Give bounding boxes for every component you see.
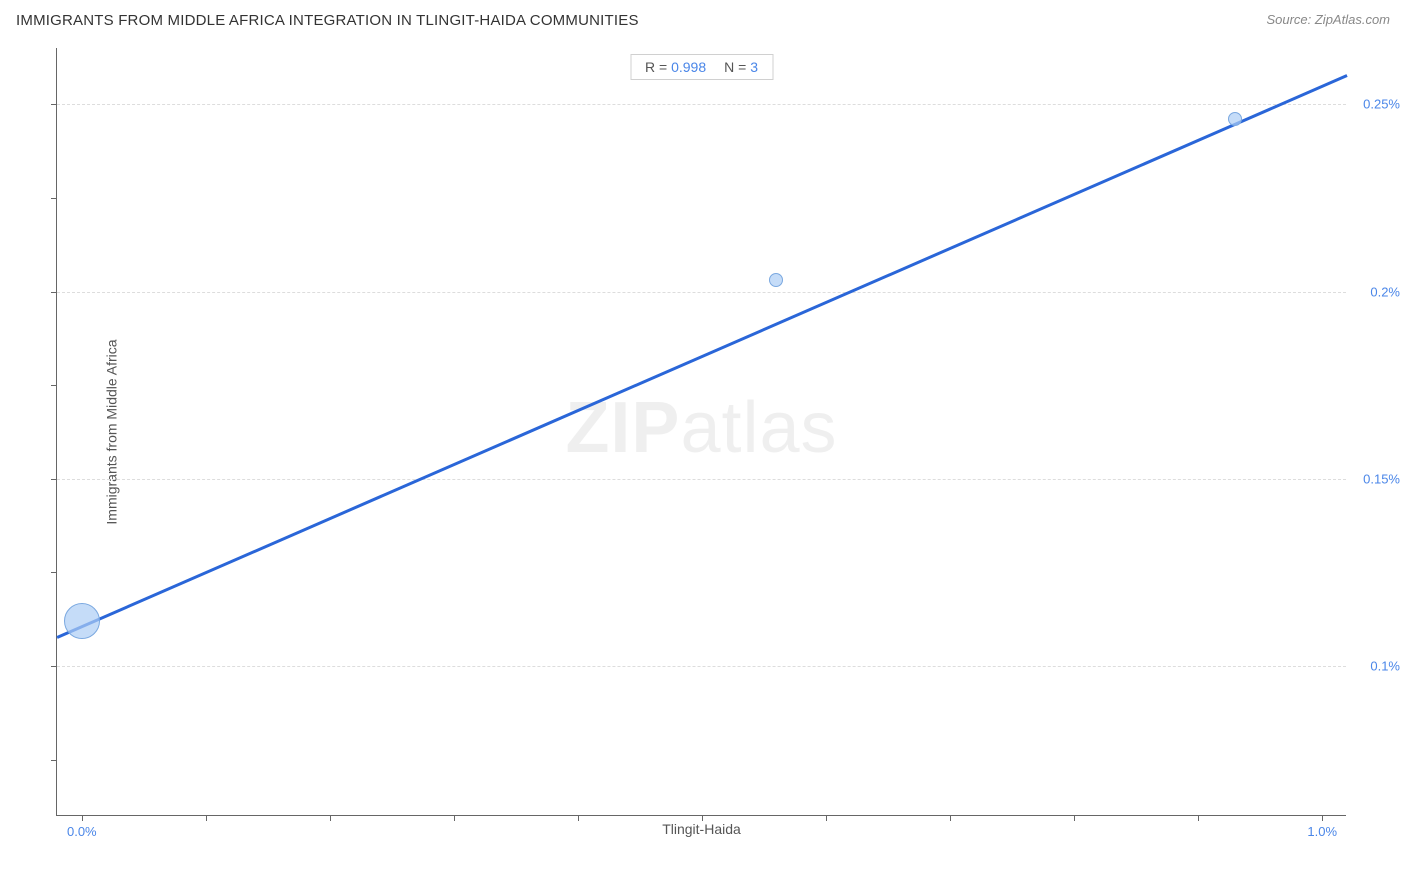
y-axis-label: Immigrants from Middle Africa xyxy=(104,339,120,524)
stat-r-value: 0.998 xyxy=(671,59,706,75)
x-tick-label: 0.0% xyxy=(67,824,97,839)
x-tick xyxy=(454,815,455,821)
x-tick xyxy=(1074,815,1075,821)
y-tick xyxy=(51,479,57,480)
chart-source: Source: ZipAtlas.com xyxy=(1266,12,1390,27)
watermark-bold: ZIP xyxy=(565,387,680,467)
y-tick xyxy=(51,292,57,293)
x-axis-label: Tlingit-Haida xyxy=(662,821,741,837)
x-tick-label: 1.0% xyxy=(1307,824,1337,839)
y-tick xyxy=(51,572,57,573)
chart-title: IMMIGRANTS FROM MIDDLE AFRICA INTEGRATIO… xyxy=(16,12,639,29)
stats-box: R = 0.998 N = 3 xyxy=(630,54,773,80)
y-tick-label: 0.15% xyxy=(1352,471,1400,486)
x-tick xyxy=(330,815,331,821)
y-tick xyxy=(51,104,57,105)
watermark-light: atlas xyxy=(680,387,837,467)
stat-n-label: N = xyxy=(724,59,746,75)
data-point xyxy=(1228,112,1242,126)
data-point xyxy=(64,603,100,639)
y-tick xyxy=(51,385,57,386)
y-tick-label: 0.25% xyxy=(1352,97,1400,112)
gridline xyxy=(57,666,1346,667)
x-tick xyxy=(950,815,951,821)
y-tick xyxy=(51,760,57,761)
gridline xyxy=(57,104,1346,105)
gridline xyxy=(57,292,1346,293)
x-tick xyxy=(206,815,207,821)
stat-r-label: R = xyxy=(645,59,667,75)
chart-header: IMMIGRANTS FROM MIDDLE AFRICA INTEGRATIO… xyxy=(0,0,1406,40)
y-tick-label: 0.1% xyxy=(1352,659,1400,674)
plot-area: ZIPatlas R = 0.998 N = 3 Immigrants from… xyxy=(56,48,1346,816)
y-tick-label: 0.2% xyxy=(1352,284,1400,299)
y-tick xyxy=(51,198,57,199)
y-tick xyxy=(51,666,57,667)
x-tick xyxy=(578,815,579,821)
gridline xyxy=(57,479,1346,480)
stat-r: R = 0.998 xyxy=(645,59,706,75)
x-tick xyxy=(702,815,703,821)
x-tick xyxy=(1198,815,1199,821)
x-tick xyxy=(1322,815,1323,821)
stat-n: N = 3 xyxy=(724,59,758,75)
stat-n-value: 3 xyxy=(750,59,758,75)
data-point xyxy=(769,273,783,287)
x-tick xyxy=(82,815,83,821)
trend-line xyxy=(57,74,1348,638)
x-tick xyxy=(826,815,827,821)
